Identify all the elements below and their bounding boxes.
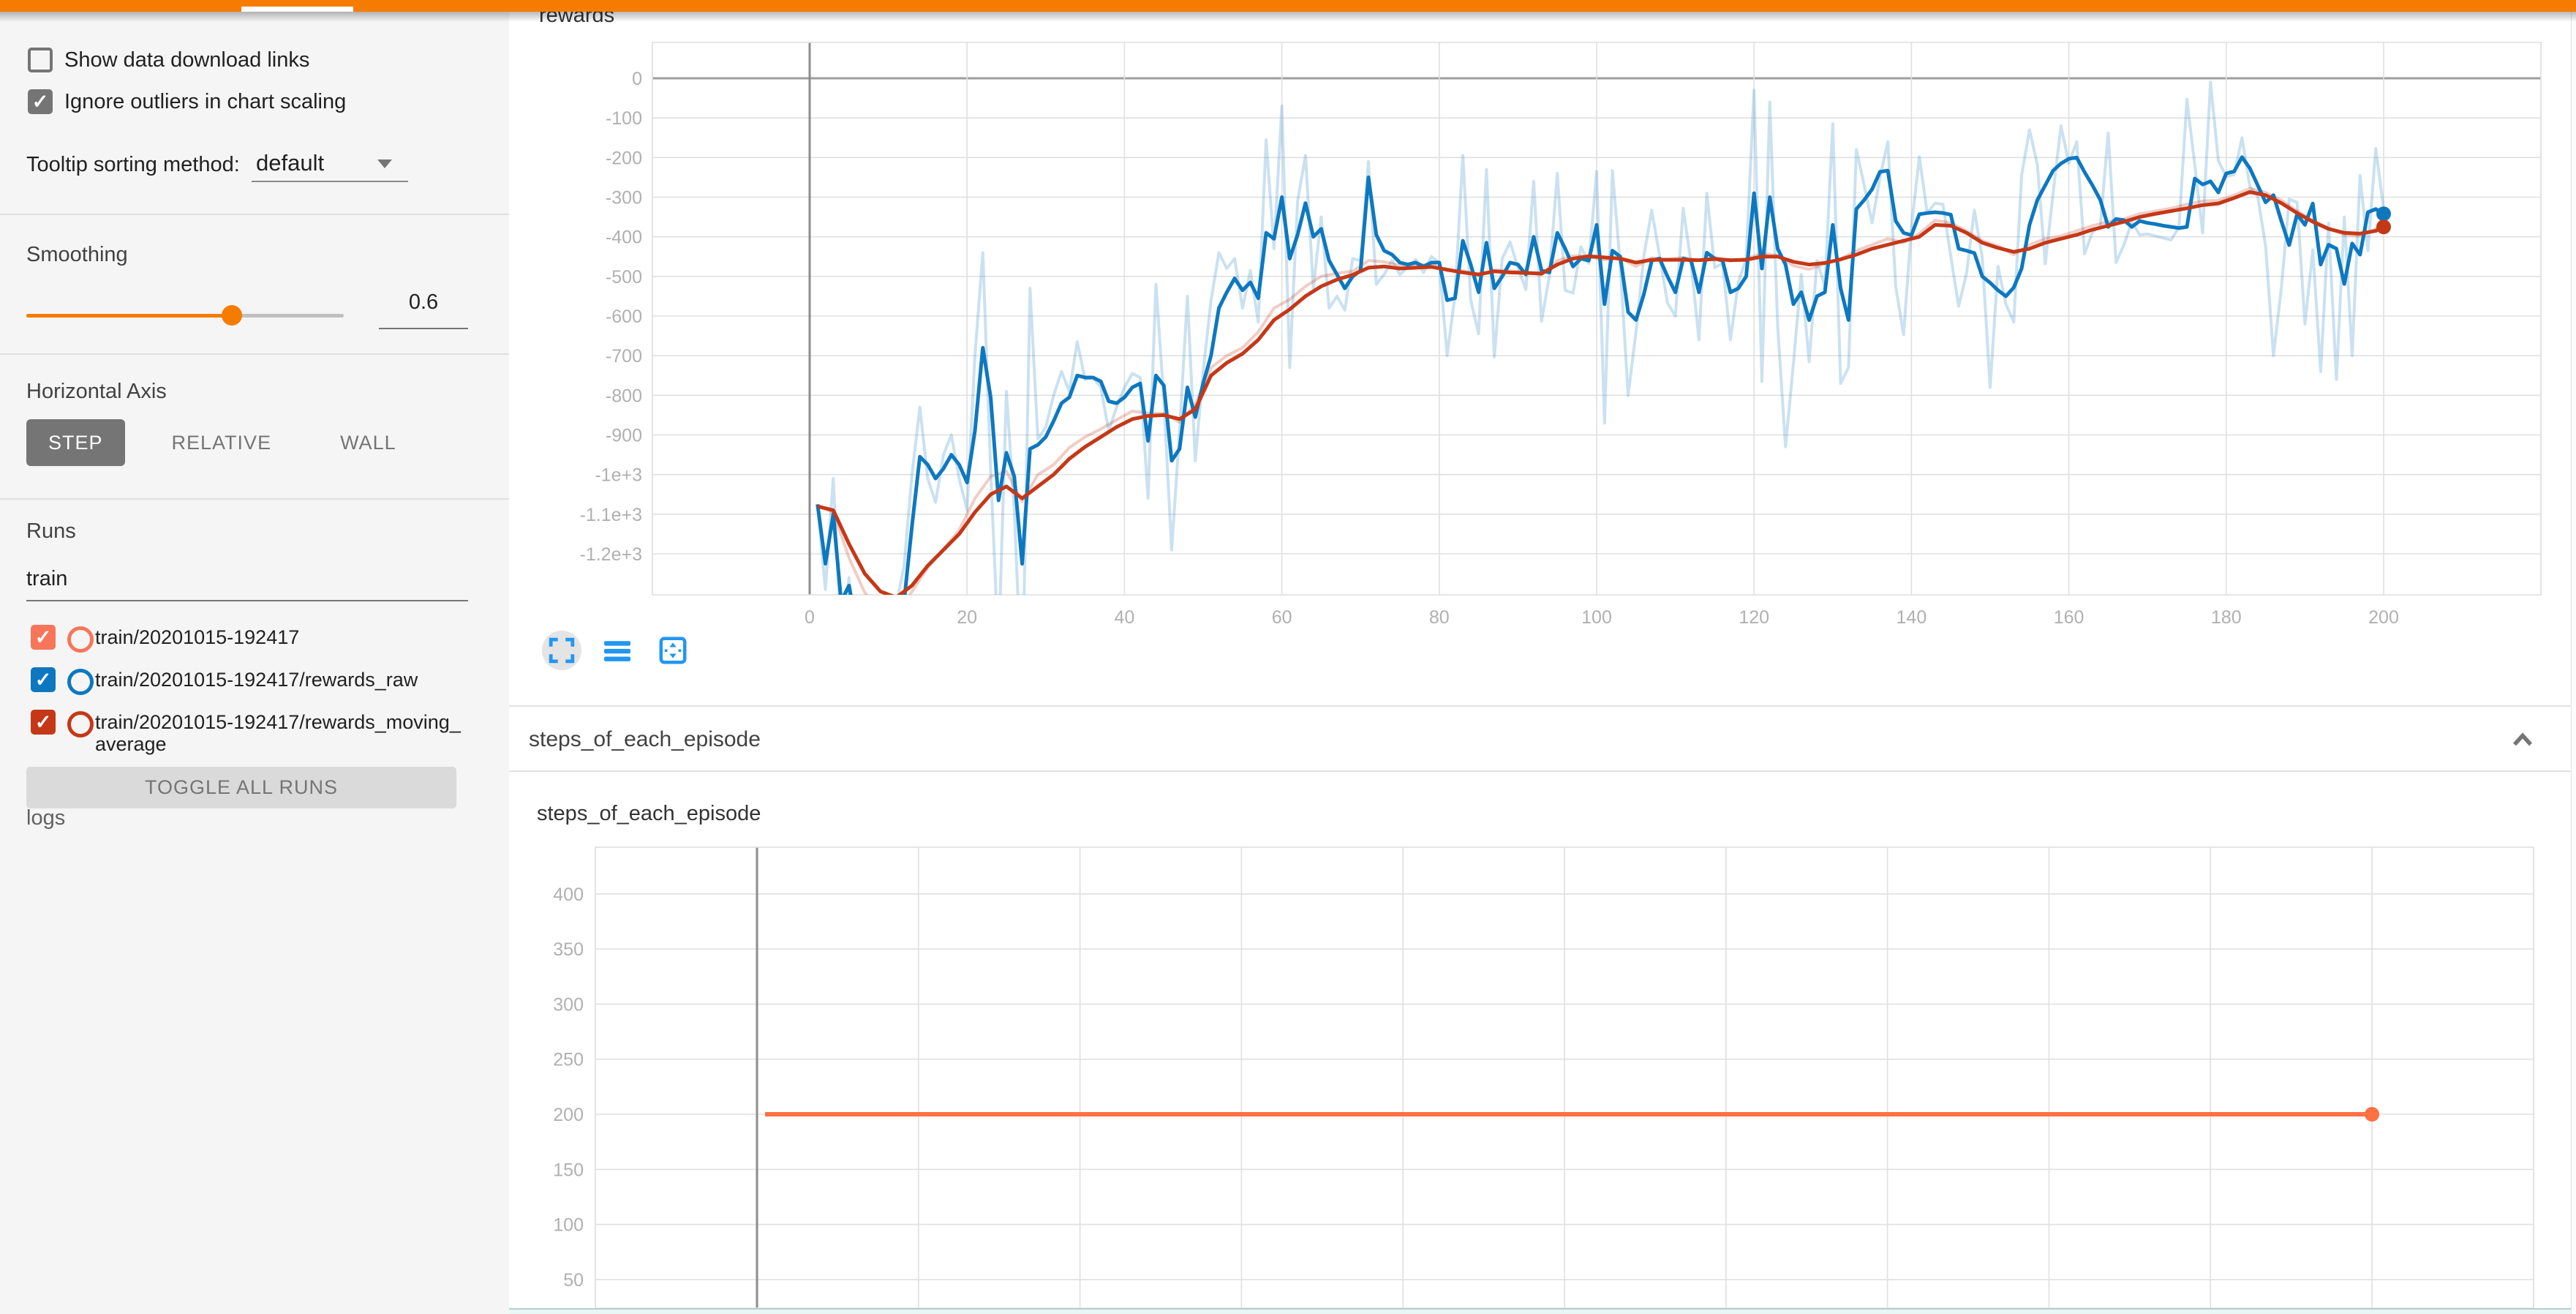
ignore-outliers-checkbox[interactable] <box>28 89 53 114</box>
tooltip-sorting-select[interactable]: default <box>256 150 325 176</box>
horizontal-axis-button-group: STEP RELATIVE WALL <box>26 419 418 466</box>
smoothing-slider-thumb[interactable] <box>222 305 242 326</box>
run-color-ring-icon <box>67 669 94 695</box>
plot-border <box>595 846 2534 1309</box>
x-tick-label: 0 <box>805 607 815 628</box>
toggle-all-runs-button[interactable]: TOGGLE ALL RUNS <box>26 767 456 808</box>
y-tick-label: -300 <box>606 188 642 209</box>
series-rewards-raw-unsmoothed- <box>816 80 2385 595</box>
tooltip-sorting-label: Tooltip sorting method: <box>26 153 240 176</box>
y-tick-label: 400 <box>553 885 584 905</box>
y-tick-label: -600 <box>606 307 642 327</box>
y-tick-label: -1.2e+3 <box>580 544 643 565</box>
horizontal-axis-label: Horizontal Axis <box>26 380 167 403</box>
run-list: train/20201015-192417 train/20201015-1924… <box>0 616 509 767</box>
y-tick-label: 150 <box>553 1160 584 1180</box>
smoothing-value-underline <box>379 328 468 329</box>
series-rewards-moving-average-unsmoothed- <box>817 187 2384 595</box>
steps-chart-title: steps_of_each_episode <box>537 802 761 825</box>
divider <box>0 498 509 500</box>
x-tick-label: 200 <box>2368 607 2399 628</box>
header-shadow <box>0 12 2576 22</box>
app-header-bar <box>0 0 2576 12</box>
y-tick-label: 100 <box>553 1215 584 1236</box>
vertical-scrollbar[interactable] <box>2571 12 2576 1314</box>
show-download-links-checkbox[interactable] <box>28 48 53 72</box>
y-tick-label: -700 <box>606 346 642 367</box>
smoothing-slider-fill <box>26 314 232 318</box>
bottom-strip <box>509 1308 2572 1314</box>
y-tick-label: -1e+3 <box>595 465 642 486</box>
y-tick-label: -900 <box>606 426 642 446</box>
y-tick-label: -200 <box>606 148 642 168</box>
fit-domain-icon[interactable] <box>653 631 693 670</box>
x-tick-label: 180 <box>2211 607 2242 628</box>
chevron-up-icon[interactable] <box>2507 724 2539 760</box>
run-color-ring-icon <box>67 711 94 737</box>
x-tick-label: 80 <box>1429 607 1450 628</box>
axis-button-relative[interactable]: RELATIVE <box>171 431 272 454</box>
y-tick-label: 350 <box>553 939 584 960</box>
y-tick-label: -800 <box>606 386 642 406</box>
y-tick-label: 250 <box>553 1050 584 1070</box>
divider <box>0 353 509 355</box>
run-color-ring-icon <box>67 626 94 653</box>
section-title: steps_of_each_episode <box>529 727 761 751</box>
chart-toolbar <box>542 631 693 670</box>
series-end-dot <box>2365 1107 2379 1122</box>
y-tick-label: 0 <box>632 69 642 89</box>
axis-button-step[interactable]: STEP <box>26 419 125 466</box>
y-tick-label: 50 <box>563 1270 584 1291</box>
series-end-dot <box>2376 219 2391 235</box>
run-row[interactable]: train/20201015-192417/rewards_moving_​av… <box>0 701 509 767</box>
logs-label: logs <box>26 806 66 830</box>
x-tick-label: 120 <box>1739 607 1769 628</box>
fullscreen-icon[interactable] <box>542 631 581 670</box>
smoothing-value-field[interactable]: 0.6 <box>408 290 439 314</box>
run-checkbox[interactable] <box>31 710 56 735</box>
chevron-down-icon[interactable] <box>377 159 392 168</box>
sidebar: Show data download links Ignore outliers… <box>0 12 509 1314</box>
x-tick-label: 20 <box>957 607 977 628</box>
axis-button-wall[interactable]: WALL <box>340 431 396 454</box>
run-row[interactable]: train/20201015-192417/rewards_raw <box>0 658 509 701</box>
x-tick-label: 140 <box>1897 607 1927 628</box>
run-filter-underline <box>26 600 468 601</box>
tooltip-sorting-underline <box>252 181 408 182</box>
ignore-outliers-label[interactable]: Ignore outliers in chart scaling <box>64 90 347 113</box>
x-tick-label: 40 <box>1114 607 1134 628</box>
run-filter-input[interactable]: train <box>26 567 68 590</box>
show-download-links-label[interactable]: Show data download links <box>64 48 310 72</box>
runs-label: Runs <box>26 519 76 543</box>
x-tick-label: 160 <box>2054 607 2084 628</box>
run-label[interactable]: train/20201015-192417/rewards_moving_​ av… <box>95 711 461 755</box>
run-checkbox[interactable] <box>31 625 56 650</box>
run-row[interactable]: train/20201015-192417 <box>0 616 509 658</box>
series-rewards-moving-average-smoothed-0-6- <box>817 189 2385 595</box>
y-tick-label: -1.1e+3 <box>580 505 643 525</box>
log-scale-icon[interactable] <box>598 631 637 670</box>
series-end-dot <box>2376 206 2391 222</box>
x-tick-label: 60 <box>1272 607 1292 628</box>
series-rewards-raw-smoothed-0-6- <box>816 155 2385 595</box>
plot-border <box>652 42 2542 596</box>
run-label[interactable]: train/20201015-192417 <box>95 626 300 648</box>
run-label[interactable]: train/20201015-192417/rewards_raw <box>95 669 418 691</box>
y-tick-label: -400 <box>606 228 642 248</box>
section-header-steps-of-each-episode[interactable]: steps_of_each_episode <box>509 705 2572 772</box>
y-tick-label: 300 <box>553 994 584 1015</box>
y-tick-label: 200 <box>553 1105 584 1125</box>
smoothing-label: Smoothing <box>26 243 128 266</box>
run-checkbox[interactable] <box>31 667 56 692</box>
divider <box>0 214 509 215</box>
x-tick-label: 100 <box>1581 607 1612 628</box>
y-tick-label: -500 <box>606 267 642 288</box>
y-tick-label: -100 <box>606 108 642 129</box>
active-tab-indicator <box>241 7 353 12</box>
